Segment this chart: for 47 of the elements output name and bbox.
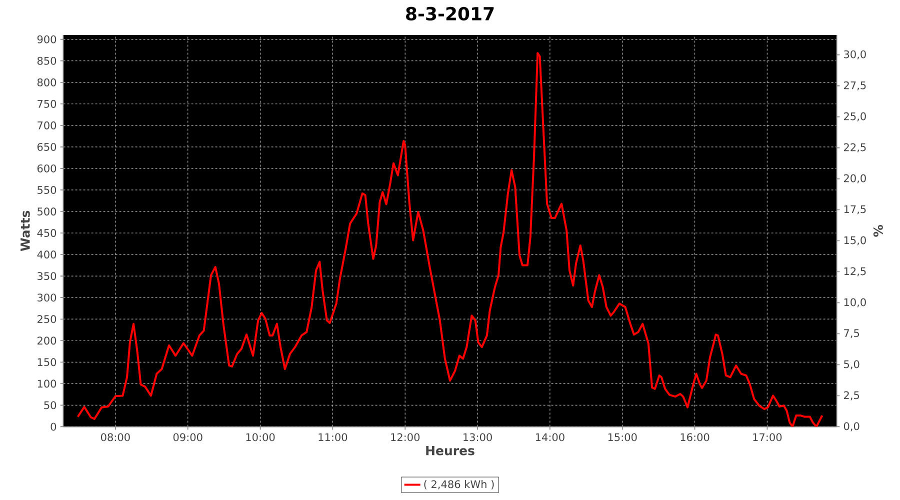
- y-tick-label: 750: [38, 100, 56, 108]
- y2-tick-label: 10,0: [844, 298, 866, 308]
- y2-tick-label: 17,5: [844, 205, 866, 214]
- chart-title: 8-3-2017: [406, 6, 494, 20]
- x-axis-title: Heures: [426, 446, 474, 456]
- y2-tick-label: 22,5: [844, 143, 866, 152]
- y-tick-label: 650: [37, 142, 56, 151]
- y2-tick-label: 12,5: [844, 267, 866, 276]
- x-tick-label: 09:00: [173, 433, 202, 442]
- y-tick-label: 50: [44, 401, 56, 410]
- y-tick-label: 100: [38, 380, 56, 388]
- y2-axis-title: %: [873, 224, 883, 237]
- y-tick-label: 200: [38, 336, 56, 345]
- x-tick-label: 17:00: [753, 433, 782, 442]
- x-tick-label: 14:00: [536, 433, 564, 442]
- y-tick-label: 250: [38, 315, 56, 324]
- x-tick-label: 15:00: [608, 433, 637, 442]
- y2-tick-label: 25,0: [844, 112, 866, 122]
- y-tick-label: 800: [37, 78, 56, 86]
- y-tick-label: 850: [37, 56, 56, 65]
- y2-tick-label: 5,0: [844, 360, 860, 370]
- legend-label: ( 2,486 kWh ): [424, 480, 494, 490]
- x-tick-label: 13:00: [464, 433, 492, 442]
- y-tick-label: 400: [37, 250, 56, 259]
- y2-tick-label: 2,5: [844, 391, 860, 400]
- y-tick-label: 150: [38, 358, 56, 366]
- y-axis-title: Watts: [20, 210, 30, 252]
- y2-tick-label: 7,5: [844, 329, 860, 338]
- x-tick-label: 12:00: [391, 433, 420, 442]
- y-tick-label: 700: [38, 121, 56, 130]
- y2-tick-label: 30,0: [844, 50, 866, 60]
- y2-tick-label: 15,0: [844, 236, 866, 246]
- x-tick-label: 10:00: [246, 433, 275, 442]
- y-tick-label: 350: [38, 272, 56, 280]
- x-tick-label: 16:00: [680, 433, 710, 442]
- y-tick-label: 300: [38, 294, 56, 302]
- y-tick-label: 0: [50, 422, 56, 431]
- y-tick-label: 600: [37, 164, 56, 172]
- y-tick-label: 900: [37, 35, 56, 44]
- y2-tick-label: 0,0: [844, 422, 860, 432]
- y-tick-label: 500: [38, 208, 56, 216]
- y-tick-label: 450: [37, 229, 56, 237]
- y2-tick-label: 27,5: [844, 81, 866, 90]
- y2-tick-label: 20,0: [844, 174, 866, 184]
- x-tick-label: 08:00: [100, 433, 130, 442]
- x-tick-label: 11:00: [318, 433, 348, 442]
- y-tick-label: 550: [38, 186, 56, 194]
